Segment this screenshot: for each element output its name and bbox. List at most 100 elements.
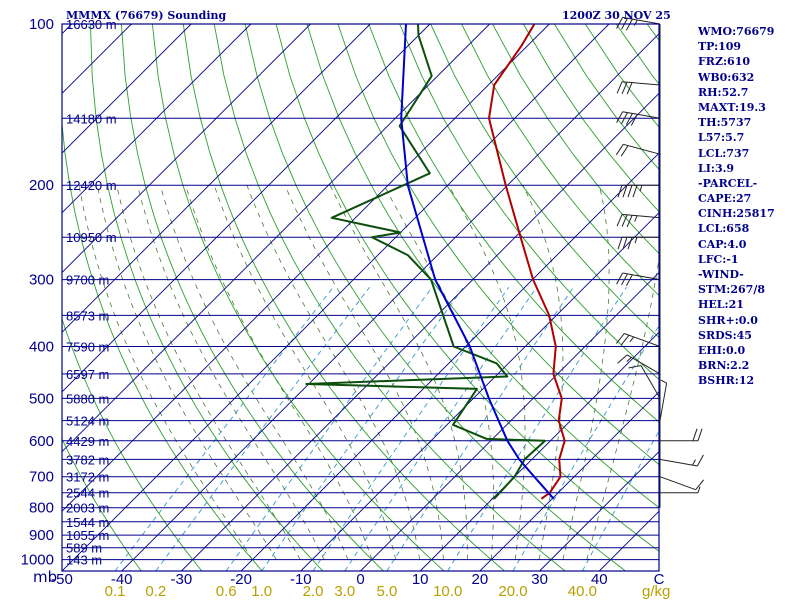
wind-barb bbox=[660, 428, 703, 442]
isotherm-line bbox=[240, 152, 659, 571]
isotherm-lines bbox=[62, 24, 659, 571]
temperature-tick-label: C bbox=[654, 571, 665, 588]
temperature-tick-label: 40 bbox=[591, 571, 608, 588]
wind-barb-feather bbox=[616, 333, 625, 344]
height-label: 16630 m bbox=[66, 17, 117, 32]
isotherm-line bbox=[479, 391, 659, 571]
mixing-ratio-line bbox=[114, 286, 334, 571]
moist-adiabat-line bbox=[522, 185, 564, 560]
wind-barb bbox=[616, 81, 661, 95]
wind-barb-feather bbox=[621, 82, 628, 94]
height-label: 3782 m bbox=[66, 452, 109, 467]
height-label: 5124 m bbox=[66, 414, 109, 429]
isotherm-line bbox=[62, 24, 73, 35]
height-label: 3172 m bbox=[66, 470, 109, 485]
wind-barb bbox=[616, 213, 661, 228]
index-item: L57:5.7 bbox=[698, 131, 745, 145]
isotherm-line bbox=[62, 24, 610, 571]
wind-barb-feather bbox=[632, 185, 638, 198]
wind-barb-half-feather bbox=[634, 215, 638, 222]
temperature-tick-label: 0 bbox=[356, 571, 364, 588]
wind-barb-feather bbox=[616, 17, 624, 29]
wind-barb-feather bbox=[625, 113, 633, 125]
mixing-ratio-line bbox=[344, 286, 538, 571]
height-label: 589 m bbox=[66, 541, 102, 556]
index-item: -WIND- bbox=[698, 268, 744, 281]
wind-barb-feather bbox=[616, 81, 623, 94]
wind-barb-staff bbox=[624, 333, 661, 347]
isotherm-line bbox=[62, 24, 490, 453]
mixing-ratio-label: 5.0 bbox=[376, 583, 397, 600]
mixing-ratio-line bbox=[155, 286, 370, 571]
wind-barb bbox=[616, 111, 661, 126]
wind-barb-staff bbox=[659, 476, 696, 491]
dry-adiabat-line bbox=[492, 24, 659, 255]
height-label: 7590 m bbox=[66, 340, 109, 355]
wind-barb-feather bbox=[616, 214, 623, 227]
wind-barb-feather bbox=[630, 114, 638, 126]
mixing-ratio-label: 3.0 bbox=[334, 583, 355, 600]
height-label: 1055 m bbox=[66, 528, 109, 543]
isotherm-line bbox=[300, 212, 659, 571]
wind-barb-half-feather bbox=[634, 237, 638, 244]
moist-adiabat-line bbox=[329, 185, 468, 560]
dry-adiabat-line bbox=[430, 24, 659, 339]
index-item: LI:3.9 bbox=[698, 161, 735, 175]
temperature-tick-label: -40 bbox=[111, 571, 133, 588]
wind-barb-staff bbox=[659, 458, 698, 467]
mixing-ratio-label: 0.6 bbox=[216, 583, 237, 600]
temperature-tick-label: 30 bbox=[531, 571, 548, 588]
mixing-ratio-line bbox=[312, 286, 510, 571]
dry-adiabat-line bbox=[62, 317, 203, 571]
index-item: STM:267/8 bbox=[698, 283, 765, 297]
wind-barb-half-feather bbox=[633, 19, 638, 26]
mixing-ratio-lines bbox=[114, 286, 659, 571]
dry-adiabat-line bbox=[182, 24, 505, 571]
index-item: SHR+:0.0 bbox=[698, 313, 758, 327]
wind-barb-feather bbox=[622, 237, 628, 250]
height-label: 12420 m bbox=[66, 178, 117, 193]
index-item: RH:52.7 bbox=[698, 85, 749, 99]
index-item: LFC:-1 bbox=[698, 252, 739, 266]
mixing-ratio-label: 0.2 bbox=[145, 583, 166, 600]
moist-adiabat-line bbox=[137, 185, 325, 560]
wind-barb-staff bbox=[623, 143, 661, 155]
moist-adiabat-line bbox=[213, 185, 397, 560]
mixing-ratio-line bbox=[386, 286, 574, 571]
wind-barb bbox=[659, 454, 704, 467]
wind-barb-half-feather bbox=[639, 185, 643, 192]
wind-barb bbox=[659, 476, 704, 491]
height-label: 14180 m bbox=[66, 111, 117, 126]
wind-barb-feather bbox=[625, 274, 633, 287]
time-label: 1200Z 30 NOV 25 bbox=[562, 9, 671, 22]
wind-barb-feather bbox=[617, 185, 623, 198]
moist-adiabat-line bbox=[116, 185, 301, 560]
mixing-ratio-label: 40.0 bbox=[568, 583, 597, 600]
wind-barb-staff bbox=[659, 383, 668, 421]
dry-adiabat-line bbox=[213, 24, 566, 571]
moist-adiabat-line bbox=[383, 185, 494, 560]
wind-barb-feather bbox=[625, 18, 633, 31]
wind-barb-feather bbox=[692, 428, 698, 441]
parcel-line bbox=[400, 24, 555, 500]
mixing-ratio-label: 1.0 bbox=[251, 583, 272, 600]
wind-barb-feather bbox=[621, 273, 628, 286]
temperature-tick-label: 10 bbox=[412, 571, 429, 588]
index-item: CAPE:27 bbox=[698, 192, 752, 206]
mixing-ratio-line bbox=[512, 324, 659, 571]
index-item: BRN:2.2 bbox=[698, 359, 750, 373]
pressure-tick-label: 800 bbox=[29, 500, 54, 517]
plot-frame bbox=[61, 23, 660, 572]
height-label: 8573 m bbox=[66, 308, 109, 323]
isotherm-line bbox=[62, 24, 371, 333]
wind-barb-half-feather bbox=[660, 379, 667, 384]
wind-barb bbox=[617, 184, 660, 198]
wind-barb bbox=[617, 236, 660, 250]
index-item: -PARCEL- bbox=[698, 176, 758, 190]
wind-barb-feather bbox=[616, 272, 624, 285]
wind-barb-half-feather bbox=[692, 459, 696, 466]
height-label: 10950 m bbox=[66, 230, 117, 245]
isotherm-line bbox=[181, 92, 659, 571]
pressure-tick-label: 500 bbox=[29, 390, 54, 407]
wind-barb-feather bbox=[695, 479, 704, 491]
